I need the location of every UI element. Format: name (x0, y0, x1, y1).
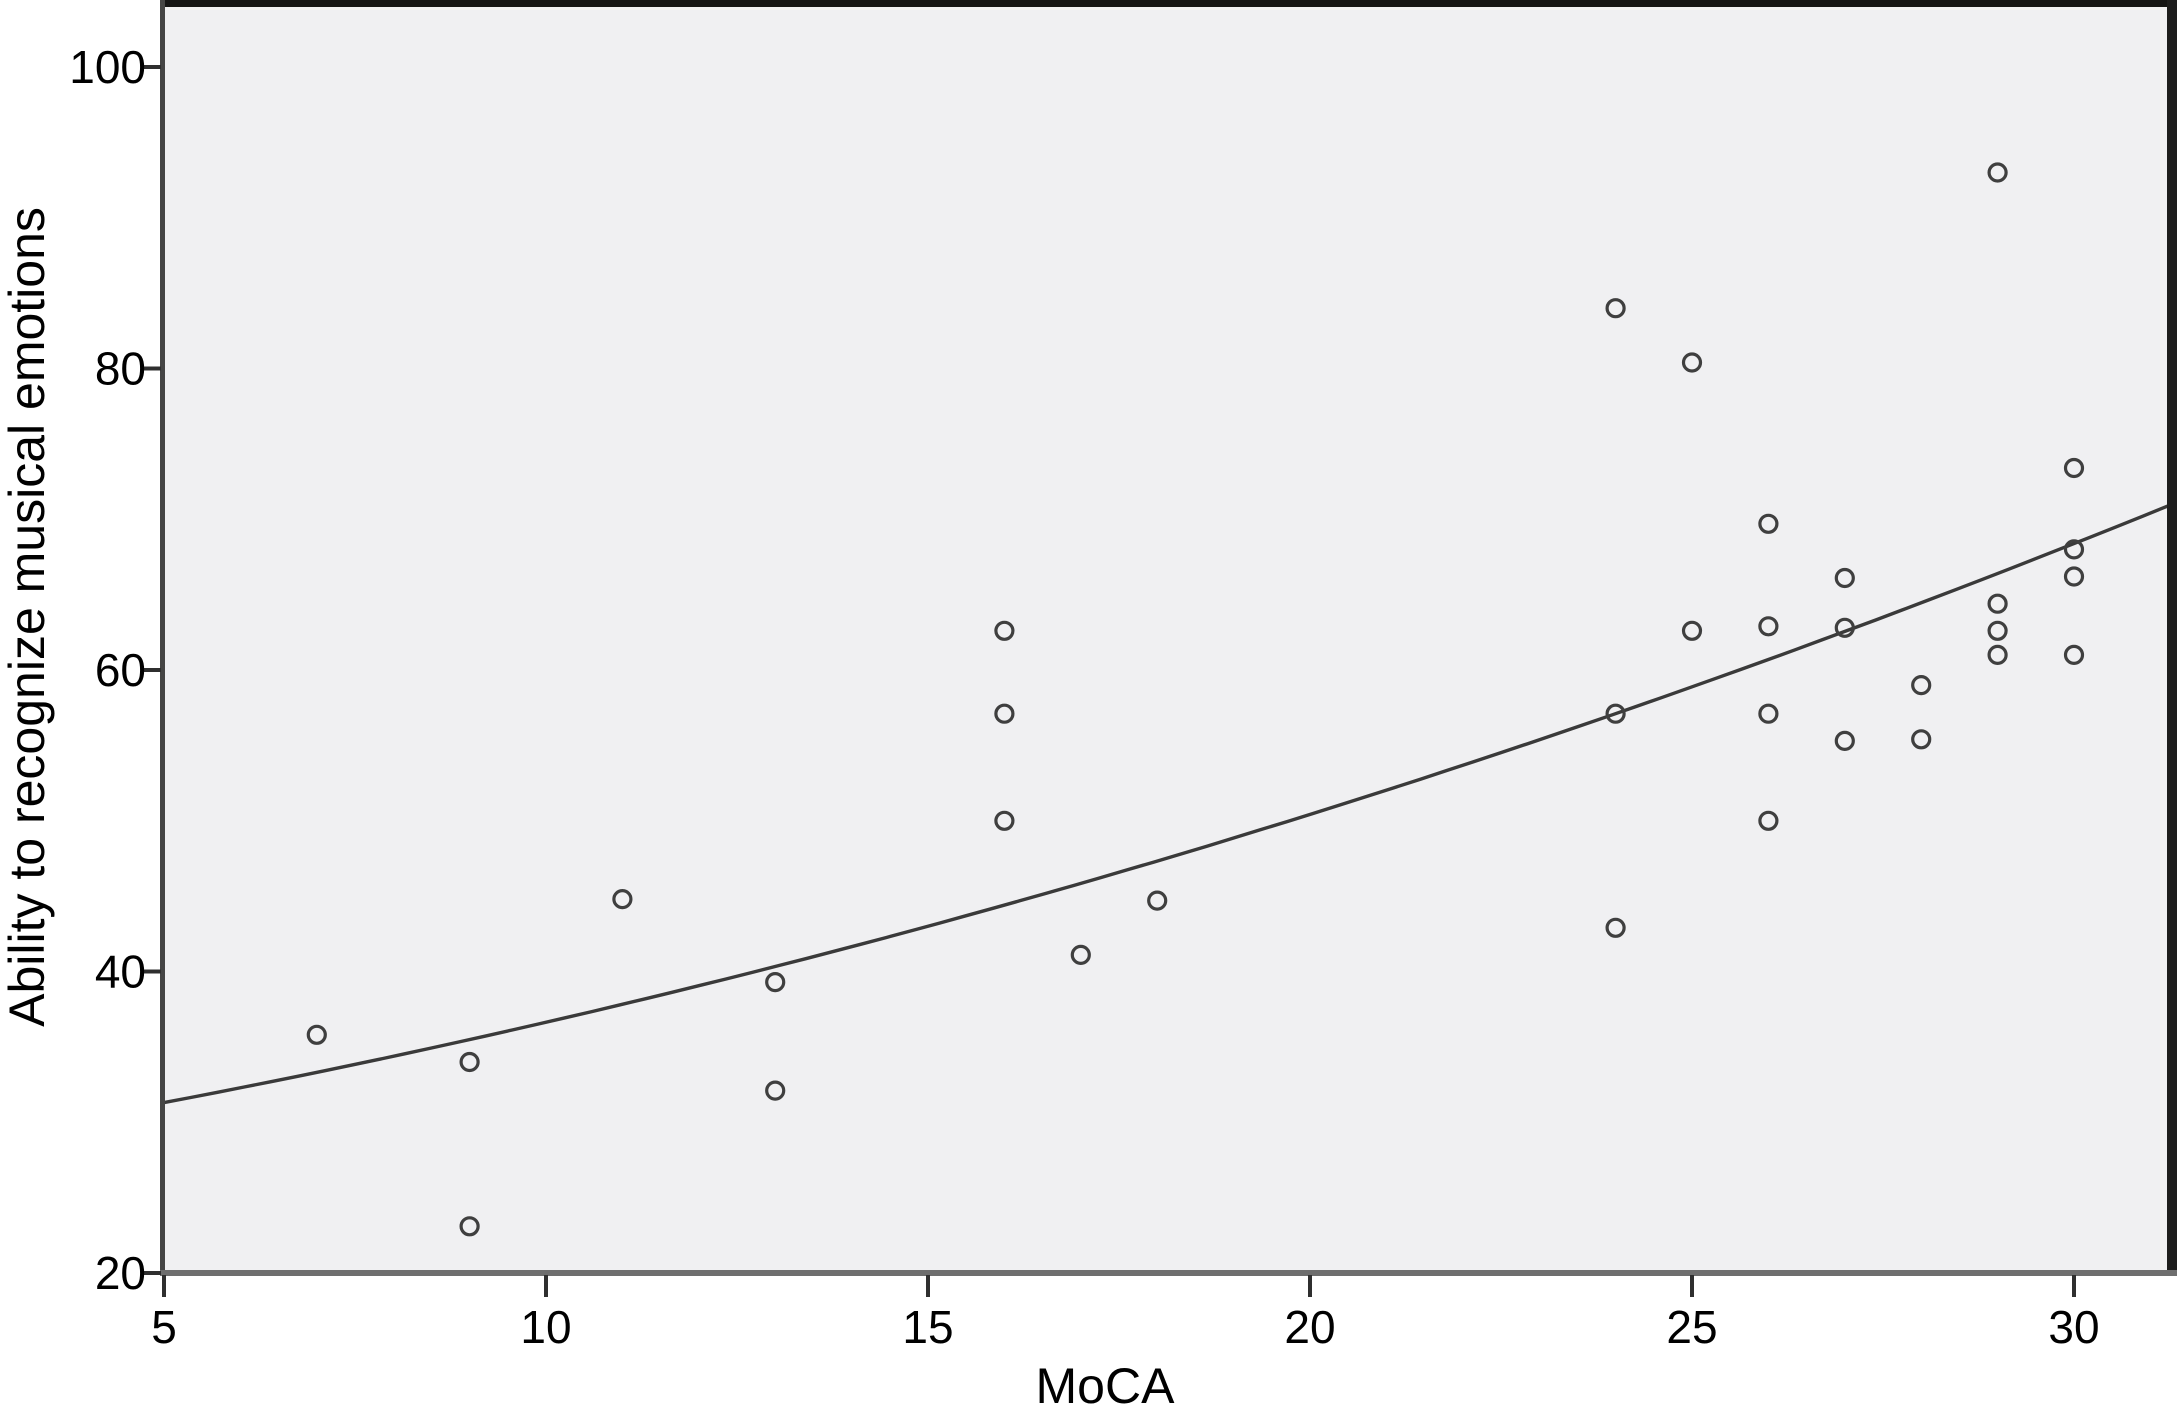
data-point (1605, 917, 1626, 938)
data-point (1834, 567, 1855, 589)
frame-left-border (160, 0, 165, 1276)
y-tick-label: 60 (95, 644, 146, 696)
data-point (994, 703, 1015, 724)
data-point (994, 810, 1015, 831)
data-point (1758, 810, 1779, 831)
data-point (2063, 539, 2085, 560)
data-point (1987, 644, 2008, 666)
data-point (2063, 566, 2085, 587)
plot-panel (161, 3, 2177, 1273)
data-point (1758, 703, 1779, 724)
frame-right-border (2167, 0, 2177, 1276)
data-point (459, 1216, 480, 1237)
data-point (306, 1024, 327, 1045)
data-point (612, 888, 633, 910)
y-tick-label: 20 (95, 1247, 146, 1299)
data-point (1987, 620, 2008, 641)
data-point (1911, 674, 1932, 696)
data-point (1681, 352, 1703, 373)
data-point (1834, 617, 1855, 638)
y-tick-label: 80 (95, 343, 146, 395)
data-point (1605, 298, 1626, 319)
x-axis-line (160, 1270, 2177, 1276)
y-tick-label: 100 (69, 41, 146, 93)
x-tick-label: 20 (1284, 1301, 1335, 1353)
data-point (1758, 616, 1779, 637)
frame-top-border (161, 0, 2177, 7)
y-tick-label: 40 (95, 946, 146, 998)
data-point (1987, 162, 2008, 183)
data-point (459, 1051, 480, 1073)
x-tick-label: 5 (151, 1301, 177, 1353)
x-axis-title: MoCA (1036, 1358, 1176, 1412)
data-point (994, 620, 1015, 641)
data-point (1605, 703, 1626, 724)
data-point (1911, 729, 1932, 750)
data-point (1834, 730, 1855, 752)
data-point (1147, 890, 1168, 911)
data-point (2063, 457, 2085, 479)
trend-line (163, 503, 2171, 1105)
data-point (1070, 944, 1091, 966)
data-point (1987, 593, 2008, 614)
data-point (765, 971, 786, 993)
x-tick-label: 30 (2048, 1301, 2099, 1353)
data-point (1681, 620, 1703, 641)
x-tick-label: 25 (1666, 1301, 1717, 1353)
data-point (765, 1080, 786, 1101)
data-point (2063, 644, 2085, 666)
y-axis-title: Ability to recognize musical emotions (0, 207, 55, 1027)
data-point (1758, 513, 1779, 534)
x-tick-label: 15 (902, 1301, 953, 1353)
x-tick-label: 10 (520, 1301, 571, 1353)
